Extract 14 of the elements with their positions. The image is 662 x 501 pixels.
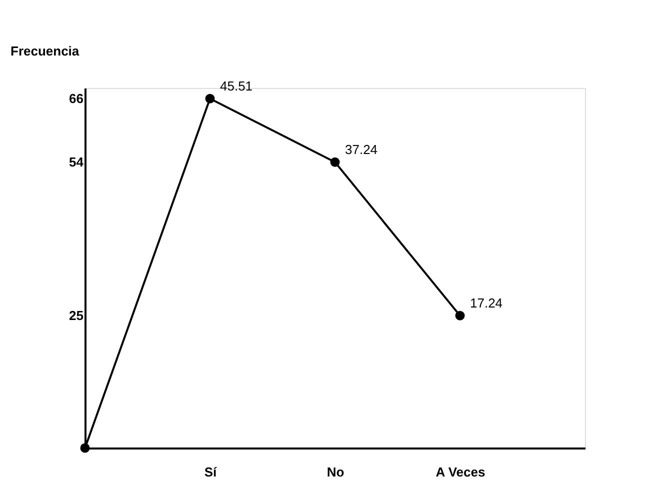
- annotation: 17.24: [470, 296, 503, 311]
- y-axis-title: Frecuencia: [10, 44, 80, 58]
- x-tick-label: Sí: [204, 464, 218, 480]
- point: [330, 157, 340, 167]
- x-tick-label: A Veces: [436, 464, 486, 480]
- point: [80, 443, 90, 453]
- y-tick-label: 66: [69, 91, 84, 106]
- annotation: 45.51: [220, 78, 253, 94]
- annotation: 37.24: [345, 142, 378, 158]
- point: [455, 310, 465, 320]
- x-tick-label: No: [326, 464, 344, 480]
- y-tick-label: 25: [69, 308, 84, 324]
- y-tick-label: 54: [69, 154, 84, 170]
- point: [205, 94, 215, 104]
